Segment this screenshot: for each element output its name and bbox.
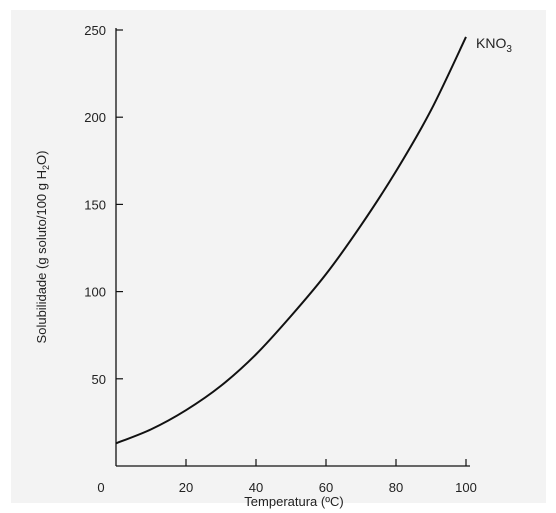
y-tick-label: 200 bbox=[84, 110, 106, 125]
y-axis-label: Solubilidade (g soluto/100 g H2O) bbox=[34, 151, 51, 344]
y-tick-label: 100 bbox=[84, 285, 106, 300]
chart-frame bbox=[11, 10, 546, 503]
y-tick-label: 250 bbox=[84, 23, 106, 38]
x-tick-label: 40 bbox=[249, 480, 263, 495]
series-line-kno3 bbox=[115, 36, 467, 445]
x-tick-label: 0 bbox=[97, 480, 104, 495]
x-tick-label: 20 bbox=[179, 480, 193, 495]
x-axis-label: Temperatura (ºC) bbox=[244, 494, 343, 509]
series-label-kno3: KNO3 bbox=[476, 35, 512, 55]
y-ticks: 50 100 150 200 250 bbox=[84, 23, 123, 387]
x-tick-label: 60 bbox=[319, 480, 333, 495]
x-tick-label: 100 bbox=[455, 480, 477, 495]
y-tick-label: 150 bbox=[84, 197, 106, 212]
y-tick-label: 50 bbox=[92, 372, 106, 387]
x-ticks: 0 20 40 60 80 100 bbox=[97, 459, 477, 495]
x-tick-label: 80 bbox=[389, 480, 403, 495]
